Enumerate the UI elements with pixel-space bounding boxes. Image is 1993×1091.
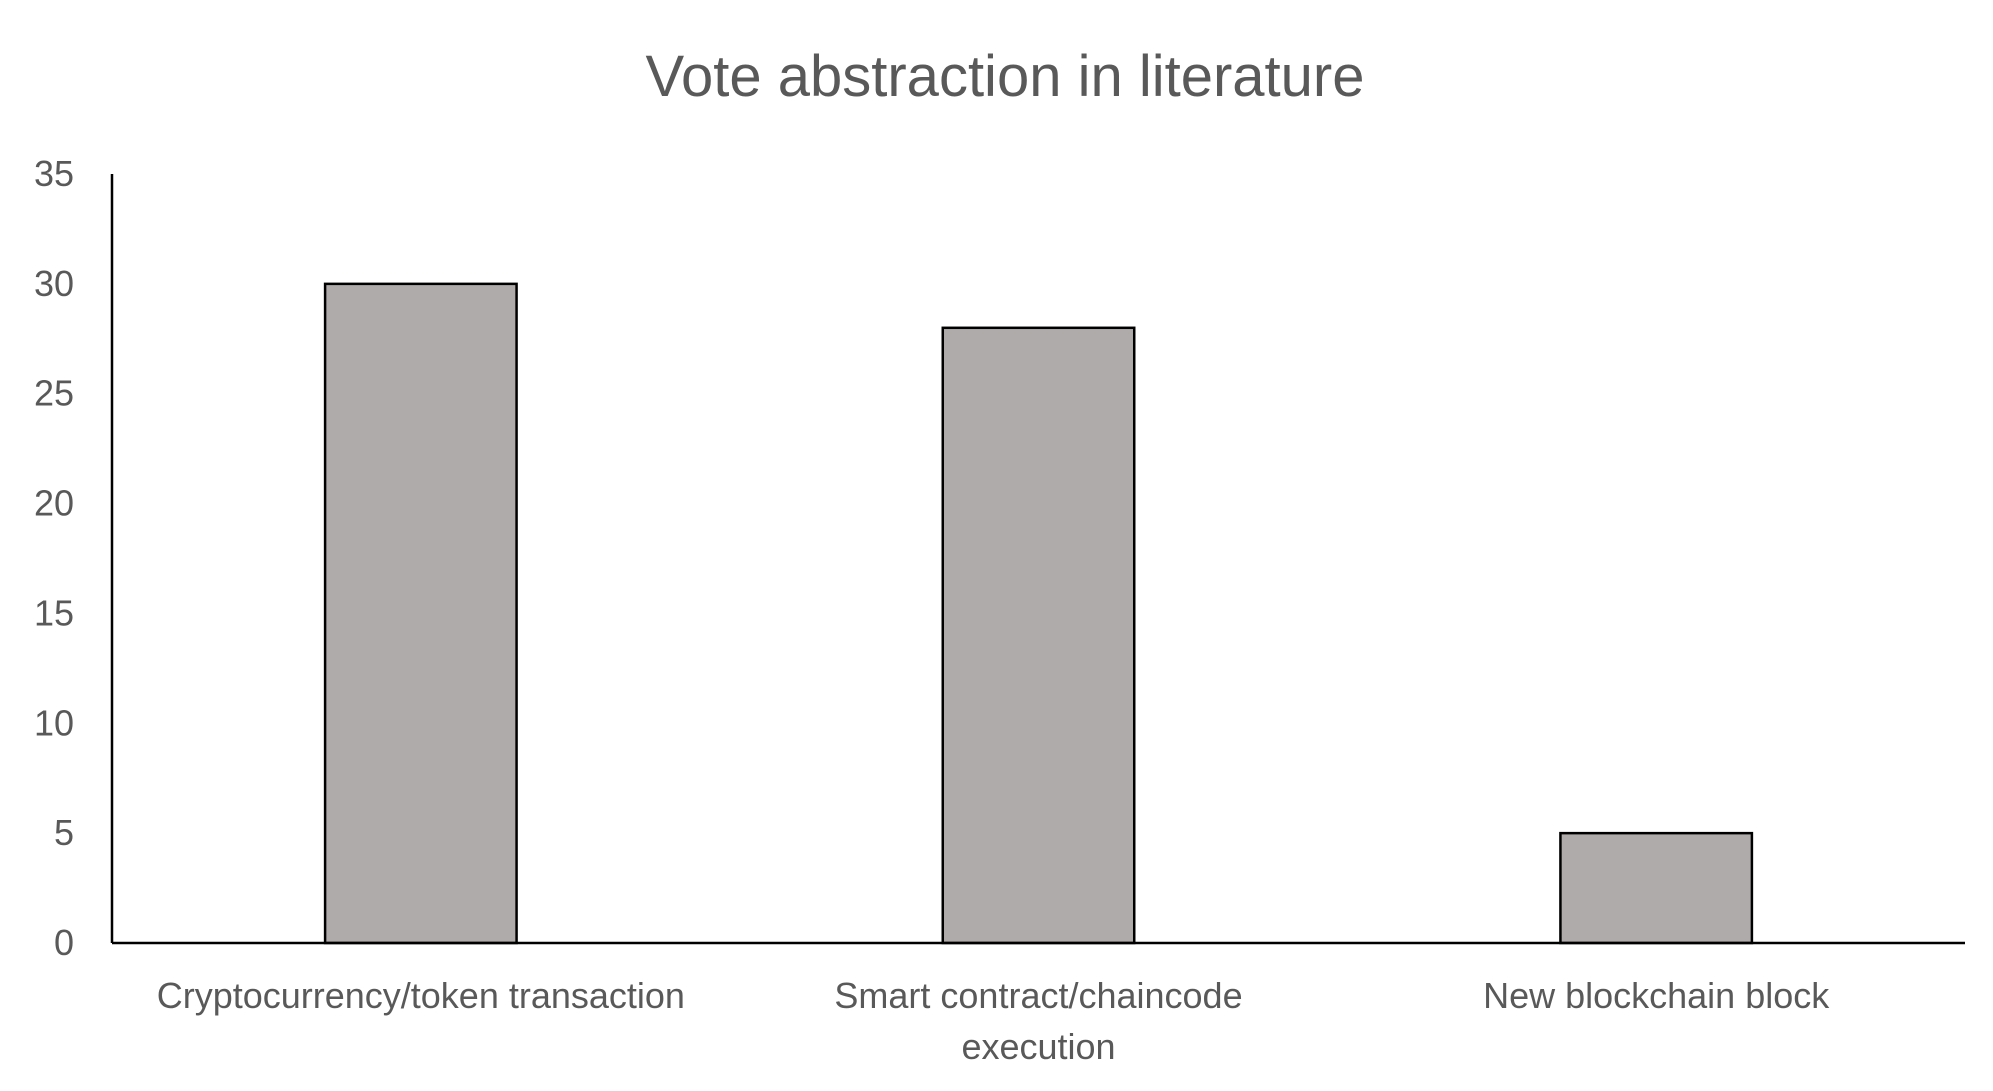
- bar: [323, 282, 518, 945]
- bar: [941, 326, 1136, 945]
- x-tick-label: New blockchain block: [1483, 975, 1830, 1016]
- chart-title: Vote abstraction in literature: [646, 44, 1365, 109]
- y-tick-label: 0: [54, 922, 74, 963]
- y-tick-label: 30: [34, 263, 74, 304]
- x-axis-ticks: Cryptocurrency/token transaction Smart co…: [157, 975, 1831, 1067]
- y-tick-label: 20: [34, 483, 74, 524]
- y-tick-label: 15: [34, 592, 74, 633]
- y-axis-ticks: 0 5 10 15 20 25 30 35: [34, 153, 74, 963]
- x-tick-label: Cryptocurrency/token transaction: [157, 975, 685, 1016]
- x-tick-label: Smart contract/chaincode execution: [834, 975, 1242, 1067]
- bars: [323, 282, 1754, 945]
- bar: [1559, 831, 1754, 945]
- y-tick-label: 35: [34, 153, 74, 194]
- y-tick-label: 5: [54, 812, 74, 853]
- y-tick-label: 10: [34, 702, 74, 743]
- y-tick-label: 25: [34, 373, 74, 414]
